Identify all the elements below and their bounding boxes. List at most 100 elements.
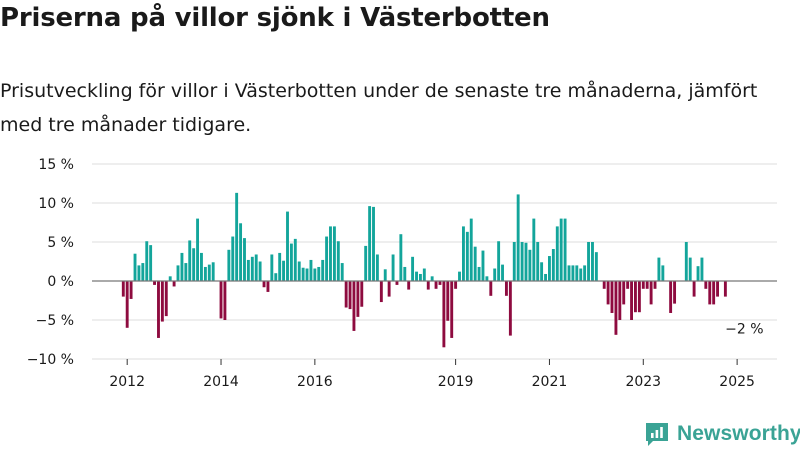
bar bbox=[172, 281, 176, 287]
newsworthy-logo-icon bbox=[646, 423, 668, 446]
bar bbox=[176, 265, 180, 281]
bars bbox=[121, 192, 727, 348]
bar bbox=[528, 249, 532, 281]
bar bbox=[325, 236, 329, 281]
bar bbox=[469, 218, 473, 281]
bar bbox=[622, 281, 626, 305]
x-tick-label: 2014 bbox=[203, 374, 239, 390]
bar bbox=[516, 194, 520, 281]
bar bbox=[305, 268, 309, 281]
bar bbox=[641, 281, 645, 289]
bar bbox=[637, 281, 641, 313]
bar bbox=[630, 281, 633, 320]
bar bbox=[458, 271, 461, 281]
bar bbox=[336, 241, 340, 281]
bar bbox=[317, 266, 321, 281]
bar bbox=[481, 250, 485, 281]
bar bbox=[231, 236, 235, 281]
bar bbox=[591, 242, 594, 281]
bar bbox=[219, 281, 223, 319]
bar bbox=[329, 226, 332, 281]
x-tick-label: 2019 bbox=[438, 374, 474, 390]
bar bbox=[708, 281, 712, 305]
bar bbox=[352, 281, 356, 331]
bar bbox=[704, 281, 708, 289]
bar bbox=[688, 257, 692, 281]
bar bbox=[501, 264, 504, 281]
bar bbox=[645, 281, 649, 289]
bar bbox=[723, 281, 727, 297]
bar bbox=[536, 242, 540, 281]
bar bbox=[391, 254, 395, 281]
bar bbox=[520, 242, 524, 281]
y-tick-label: 5 % bbox=[47, 235, 74, 251]
bar bbox=[524, 242, 528, 281]
bar bbox=[379, 281, 383, 303]
bar bbox=[383, 269, 387, 281]
bar bbox=[606, 281, 610, 305]
bar bbox=[145, 241, 149, 281]
bar bbox=[293, 238, 297, 281]
bar bbox=[555, 226, 559, 281]
bar bbox=[321, 259, 325, 281]
bar bbox=[254, 254, 258, 281]
bar bbox=[149, 245, 153, 281]
bar bbox=[626, 281, 630, 289]
annotations: −2 % bbox=[725, 322, 763, 338]
bar bbox=[344, 281, 348, 308]
bar bbox=[223, 281, 227, 320]
bar bbox=[372, 206, 375, 281]
bar bbox=[200, 252, 203, 281]
bar bbox=[614, 281, 618, 335]
x-tick-label: 2023 bbox=[625, 374, 661, 390]
bar bbox=[489, 281, 493, 296]
bar bbox=[618, 281, 622, 320]
bar bbox=[594, 252, 598, 281]
x-tick-label: 2021 bbox=[532, 374, 568, 390]
bar bbox=[462, 226, 465, 281]
y-axis: −10 % −5 % 0 % 5 % 10 % 15 % bbox=[27, 157, 74, 368]
x-tick-label: 2012 bbox=[109, 374, 145, 390]
bar bbox=[258, 261, 262, 281]
bar bbox=[426, 281, 430, 290]
bar bbox=[477, 266, 481, 281]
bar bbox=[583, 265, 587, 281]
bar bbox=[497, 241, 501, 281]
x-tick-label: 2025 bbox=[719, 374, 755, 390]
bar bbox=[301, 267, 305, 281]
bar bbox=[610, 281, 614, 313]
bar bbox=[137, 265, 141, 281]
bar bbox=[696, 266, 700, 281]
bar bbox=[282, 260, 286, 281]
bar bbox=[540, 262, 544, 281]
y-tick-label: 15 % bbox=[38, 157, 74, 173]
chart-subtitle: Prisutveckling för villor i Västerbotten… bbox=[0, 80, 758, 136]
bar bbox=[559, 218, 563, 281]
bar bbox=[360, 281, 364, 307]
bar bbox=[544, 273, 547, 281]
bar bbox=[579, 268, 583, 281]
bar bbox=[368, 206, 372, 281]
bar bbox=[262, 281, 266, 288]
bar bbox=[297, 261, 301, 281]
bar bbox=[415, 271, 418, 281]
bar bbox=[348, 281, 352, 310]
bar bbox=[364, 245, 368, 281]
bar bbox=[575, 265, 579, 281]
bar bbox=[673, 281, 677, 304]
bar bbox=[160, 281, 164, 322]
bar bbox=[442, 281, 446, 348]
bar bbox=[700, 257, 704, 281]
bar bbox=[168, 276, 172, 281]
bar bbox=[430, 276, 434, 281]
bar bbox=[250, 256, 254, 281]
bar bbox=[653, 281, 657, 289]
bar bbox=[587, 242, 590, 281]
bar bbox=[407, 281, 411, 290]
bar bbox=[548, 256, 551, 281]
bar bbox=[141, 263, 145, 281]
bar bbox=[286, 211, 289, 281]
gridlines bbox=[92, 163, 777, 360]
chart-title: Priserna på villor sjönk i Västerbotten bbox=[0, 3, 550, 33]
